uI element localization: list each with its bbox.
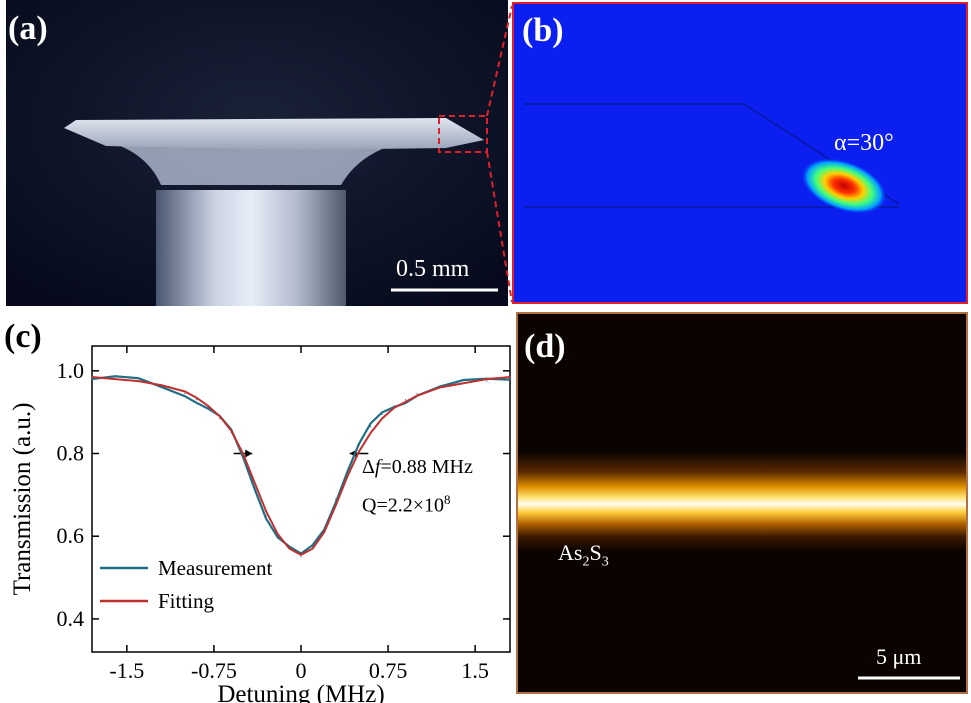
linewidth-arrowhead-left	[245, 449, 253, 458]
y-tick-label: 0.6	[57, 523, 85, 548]
data-point-fitting	[114, 378, 116, 380]
fiber-glow-image	[518, 452, 966, 680]
data-point-fitting	[288, 548, 290, 550]
data-point-fitting	[486, 378, 488, 380]
panel-a-label: (a)	[8, 10, 48, 47]
wedge-angle-label: α=30°	[834, 130, 894, 156]
data-point-measurement	[242, 457, 244, 459]
data-point-fitting	[404, 401, 407, 403]
data-point-measurement	[416, 392, 418, 395]
data-point-measurement	[346, 469, 349, 471]
x-tick-label: -0.75	[191, 658, 237, 683]
resonator-photo	[6, 0, 508, 306]
linewidth-var: f	[374, 456, 381, 478]
material-sub-2: 3	[601, 554, 609, 570]
q-factor-annotation: Q=2.2×108	[362, 492, 451, 518]
data-point-fitting	[265, 510, 267, 513]
x-tick-label: -1.5	[109, 658, 144, 683]
legend-label-fitting: Fitting	[158, 589, 215, 613]
panel-d-fiber-image: (d) As2S3 5 μm	[516, 312, 968, 694]
data-point-fitting	[393, 407, 395, 409]
data-point-fitting	[439, 386, 441, 388]
data-point-measurement	[381, 413, 383, 415]
y-tick-label: 1.0	[57, 358, 85, 383]
data-point-measurement	[91, 378, 93, 380]
data-point-fitting	[335, 504, 337, 506]
panel-a-photo: (a) 0.5 mm	[6, 0, 508, 306]
data-point-measurement	[335, 498, 337, 500]
panel-d-label: (d)	[524, 328, 566, 365]
q-exponent: 8	[444, 492, 451, 507]
q-prefix: Q=2.2×10	[362, 494, 445, 517]
data-point-fitting	[370, 432, 372, 434]
data-point-measurement	[358, 444, 360, 446]
data-point-measurement	[486, 380, 488, 382]
linewidth-annotation: Δf=0.88 MHz	[362, 456, 473, 479]
legend-label-measurement: Measurement	[158, 556, 272, 580]
zoom-indicator-lines	[486, 5, 513, 303]
data-point-fitting	[161, 384, 163, 386]
data-point-measurement	[265, 514, 267, 517]
linewidth-prefix: Δ	[362, 456, 375, 478]
data-point-fitting	[91, 376, 93, 378]
panel-b-mode-simulation: (b) α=30°	[512, 2, 968, 304]
data-point-measurement	[184, 392, 186, 395]
data-point-fitting	[230, 430, 232, 432]
y-tick-label: 0.4	[57, 606, 85, 631]
data-point-fitting	[277, 533, 279, 535]
data-point-measurement	[370, 426, 372, 428]
data-point-fitting	[312, 548, 314, 550]
x-tick-label: 1.5	[461, 658, 489, 683]
data-point-measurement	[404, 399, 407, 401]
data-point-fitting	[137, 380, 140, 382]
data-point-fitting	[462, 382, 465, 384]
panel-b-label: (b)	[522, 12, 564, 49]
data-point-fitting	[207, 405, 209, 407]
x-tick-label: 0.75	[369, 658, 408, 683]
data-point-fitting	[219, 415, 221, 417]
data-point-measurement	[509, 378, 511, 380]
material-sub-1: 2	[582, 554, 590, 570]
material-label: As2S3	[558, 540, 609, 570]
data-point-fitting	[242, 452, 244, 455]
scalebar-label: 5 μm	[876, 644, 922, 669]
data-point-measurement	[253, 485, 256, 488]
data-point-fitting	[358, 450, 360, 453]
data-point-measurement	[195, 399, 198, 401]
data-point-fitting	[416, 395, 418, 397]
x-axis-label: Detuning (MHz)	[217, 681, 384, 703]
x-tick-label: 0	[296, 658, 307, 683]
material-base-2: S	[589, 540, 602, 565]
y-tick-label: 0.8	[57, 441, 85, 466]
data-point-measurement	[300, 556, 302, 558]
data-point-fitting	[323, 531, 325, 533]
data-point-measurement	[161, 386, 163, 388]
data-point-fitting	[195, 397, 198, 399]
chart-svg: -1.5 -0.75 0 0.75 1.5 0.4 0.6 0.8 1.0 Detuning (M…	[9, 345, 511, 703]
data-point-measurement	[323, 527, 325, 529]
panel-c-transmission-chart: -1.5 -0.75 0 0.75 1.5 0.4 0.6 0.8 1.0 Detuning (M…	[0, 312, 514, 703]
data-point-fitting	[253, 481, 256, 484]
material-base-1: As	[558, 540, 583, 565]
y-axis-label: Transmission (a.u.)	[9, 403, 36, 596]
data-point-measurement	[393, 405, 395, 407]
panel-c-label: (c)	[4, 318, 42, 355]
data-point-measurement	[207, 407, 209, 409]
data-point-fitting	[184, 390, 186, 393]
scalebar-label: 0.5 mm	[396, 256, 470, 282]
data-point-fitting	[509, 376, 511, 378]
linewidth-value: =0.88 MHz	[380, 456, 473, 478]
data-point-fitting	[346, 475, 349, 477]
mode-field-plot	[524, 103, 900, 215]
data-point-fitting	[381, 417, 383, 419]
data-point-fitting	[300, 554, 302, 556]
